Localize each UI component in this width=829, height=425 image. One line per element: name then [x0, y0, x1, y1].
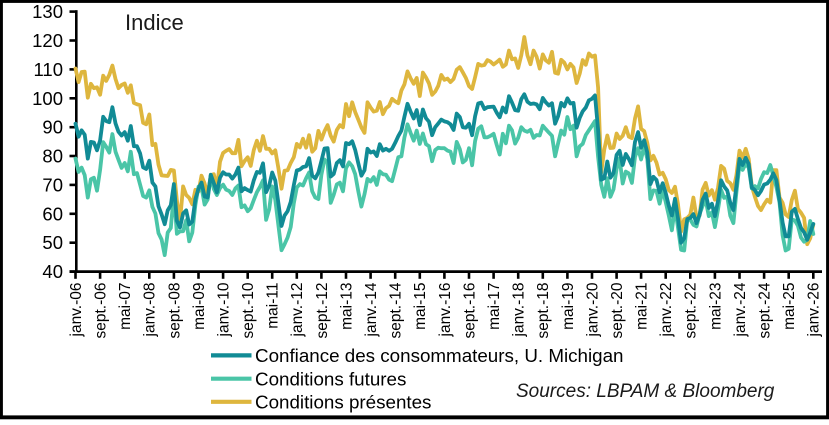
svg-text:mai-13: mai-13 — [338, 283, 355, 330]
svg-text:janv.-20: janv.-20 — [584, 282, 601, 337]
svg-text:mai-11: mai-11 — [265, 283, 282, 329]
svg-text:90: 90 — [42, 117, 63, 138]
svg-text:sept.-12: sept.-12 — [314, 283, 331, 339]
svg-text:50: 50 — [42, 232, 63, 253]
svg-text:janv.-14: janv.-14 — [363, 282, 380, 337]
svg-text:sept.-06: sept.-06 — [93, 283, 110, 339]
svg-text:Indice: Indice — [125, 10, 184, 35]
svg-text:mai-21: mai-21 — [634, 283, 651, 330]
svg-text:sept.-14: sept.-14 — [388, 282, 405, 338]
svg-text:sept.-24: sept.-24 — [757, 282, 774, 338]
svg-text:mai-07: mai-07 — [117, 283, 134, 330]
svg-text:Sources: LBPAM & Bloomberg: Sources: LBPAM & Bloomberg — [516, 381, 775, 402]
svg-text:110: 110 — [34, 59, 64, 80]
svg-text:Conditions présentes: Conditions présentes — [255, 391, 431, 412]
svg-text:mai-23: mai-23 — [707, 283, 724, 330]
svg-text:sept.-18: sept.-18 — [535, 283, 552, 339]
svg-text:janv.-24: janv.-24 — [732, 282, 749, 337]
svg-text:janv.-12: janv.-12 — [289, 283, 306, 338]
svg-text:Confiance des consommateurs, U: Confiance des consommateurs, U. Michigan — [255, 345, 624, 366]
svg-text:janv.-26: janv.-26 — [806, 283, 823, 338]
svg-text:mai-15: mai-15 — [412, 283, 429, 330]
svg-text:mai-17: mai-17 — [486, 283, 503, 330]
svg-text:janv.-08: janv.-08 — [142, 283, 159, 338]
svg-text:sept.-22: sept.-22 — [683, 283, 700, 339]
svg-text:40: 40 — [42, 261, 63, 282]
svg-text:sept.-16: sept.-16 — [461, 283, 478, 339]
svg-text:mai-19: mai-19 — [560, 283, 577, 330]
svg-text:mai-09: mai-09 — [191, 283, 208, 330]
svg-text:janv.-22: janv.-22 — [658, 283, 675, 338]
svg-text:120: 120 — [32, 30, 63, 51]
svg-text:70: 70 — [42, 174, 63, 195]
svg-text:130: 130 — [32, 1, 63, 22]
svg-text:sept.-10: sept.-10 — [240, 282, 257, 338]
svg-text:100: 100 — [32, 88, 63, 109]
svg-text:janv.-06: janv.-06 — [68, 283, 85, 338]
svg-text:Conditions futures: Conditions futures — [255, 368, 406, 389]
svg-text:80: 80 — [42, 146, 63, 167]
svg-text:janv.-18: janv.-18 — [511, 283, 528, 338]
svg-text:mai-25: mai-25 — [781, 283, 798, 330]
svg-text:sept.-08: sept.-08 — [166, 283, 183, 339]
svg-text:janv.-10: janv.-10 — [216, 282, 233, 337]
svg-text:janv.-16: janv.-16 — [437, 283, 454, 338]
svg-text:sept.-20: sept.-20 — [609, 282, 626, 338]
svg-text:60: 60 — [42, 203, 63, 224]
